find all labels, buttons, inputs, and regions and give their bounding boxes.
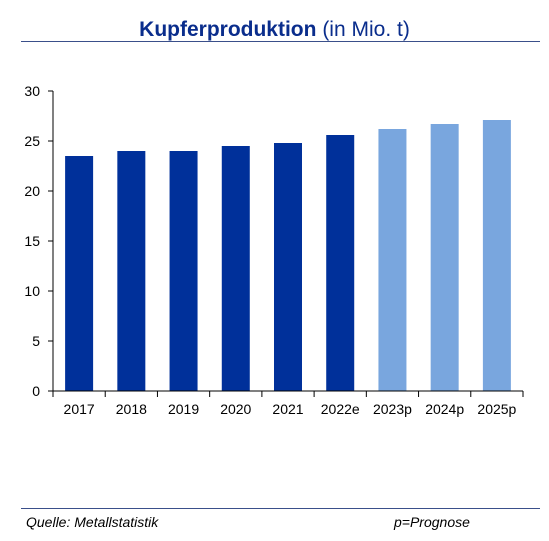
x-tick-label: 2024p (425, 401, 464, 417)
source-note: Quelle: Metallstatistik (26, 514, 159, 530)
title-rule (21, 41, 540, 42)
tick-labels: 2017 2018 2019 2020 2021 2022e 2023p 2024p 2025p… (24, 83, 516, 417)
x-tick-label: 2021 (272, 401, 303, 417)
bar-2024p (430, 124, 459, 391)
bar-2017 (65, 156, 94, 391)
x-tick-label: 2020 (220, 401, 251, 417)
bar-2021 (274, 143, 302, 391)
chart-title-main: Kupferproduktion (139, 18, 317, 41)
y-tick-label: 25 (24, 133, 40, 149)
bar-2020 (221, 146, 250, 391)
x-tick-label: 2025p (477, 401, 516, 417)
x-tick-label: 2017 (64, 401, 95, 417)
bars (65, 120, 511, 391)
y-tick-label: 20 (24, 183, 40, 199)
y-tick-label: 30 (24, 83, 40, 99)
bar-2025p (482, 120, 511, 391)
chart-title-unit: (in Mio. t) (322, 18, 410, 41)
x-tick-label: 2022e (321, 401, 360, 417)
bar-2023p (378, 129, 407, 391)
y-tick-label: 15 (24, 233, 40, 249)
bar-2018 (117, 151, 146, 391)
chart-title: Kupferproduktion (in Mio. t) (0, 18, 549, 42)
x-tick-label: 2019 (168, 401, 199, 417)
bar-2022e (326, 135, 355, 391)
bar-2019 (169, 151, 198, 391)
x-tick-label: 2018 (116, 401, 147, 417)
axes (48, 90, 524, 397)
forecast-note: p=Prognose (394, 514, 470, 530)
x-tick-label: 2023p (373, 401, 412, 417)
y-tick-label: 10 (24, 283, 40, 299)
y-tick-label: 0 (32, 383, 40, 399)
footer-rule (21, 508, 540, 509)
y-tick-label: 5 (32, 333, 40, 349)
